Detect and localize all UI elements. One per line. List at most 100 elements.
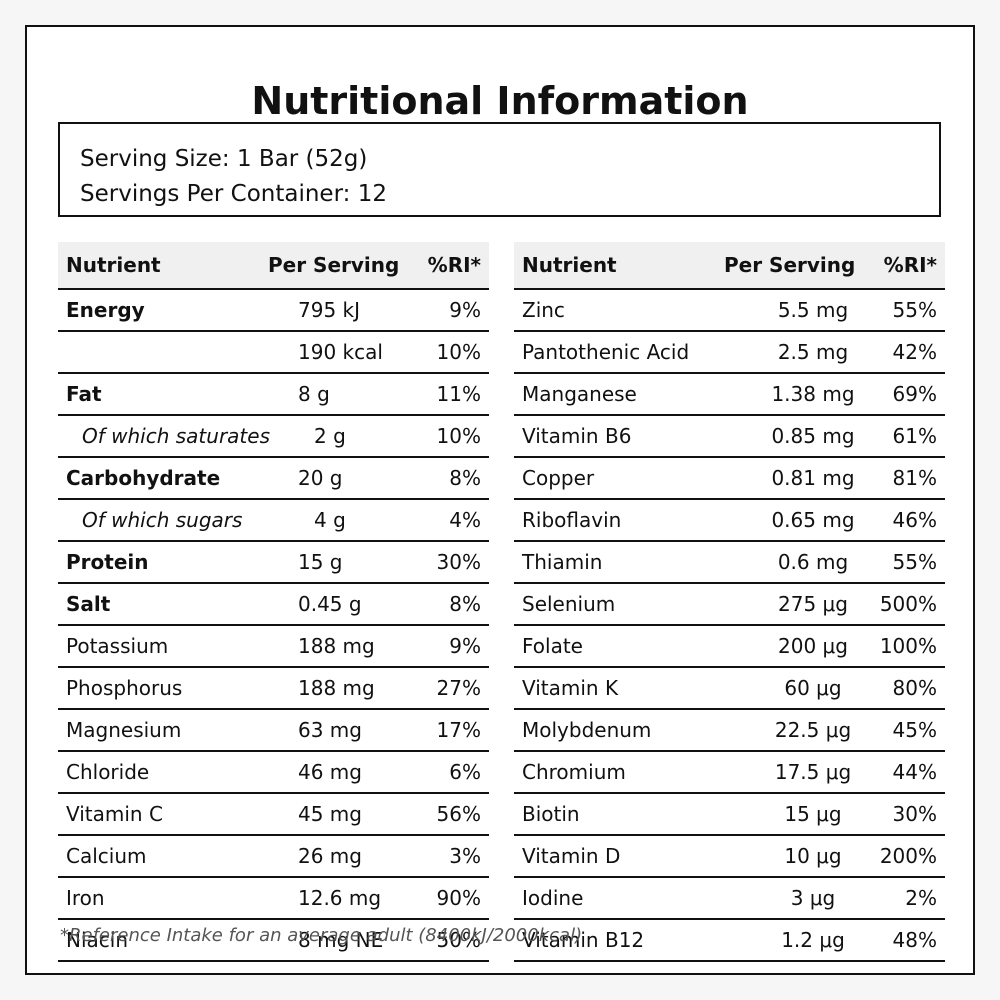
nutrient-amount: 46 mg <box>298 760 362 784</box>
page-title: Nutritional Information <box>251 79 749 123</box>
right-rows: Zinc 5.5 mg 55% Pantothenic Acid 2.5 mg 42% Ma… <box>514 290 945 962</box>
nutrient-ri: 10% <box>436 424 481 448</box>
table-row: Chloride 46 mg 6% <box>58 752 489 794</box>
nutrient-ri: 2% <box>905 886 937 910</box>
nutrient-name: Chromium <box>522 760 626 784</box>
nutrient-ri: 9% <box>449 634 481 658</box>
nutrient-amount: 8 mg NE <box>298 928 384 952</box>
nutrient-amount: 22.5 μg <box>774 718 852 742</box>
nutrient-ri: 69% <box>892 382 937 406</box>
nutrient-table-left: Nutrient Per Serving %RI* Energy 795 kJ 9%… <box>58 242 489 962</box>
nutrient-name: Vitamin C <box>66 802 163 826</box>
nutrient-name: Copper <box>522 466 595 490</box>
nutrient-name: Biotin <box>522 802 580 826</box>
nutrient-amount: 15 g <box>298 550 343 574</box>
nutrient-ri: 90% <box>436 886 481 910</box>
nutrient-amount: 3 μg <box>790 886 836 910</box>
nutrient-amount: 200 μg <box>778 634 848 658</box>
table-row: Of which sugars 4 g 4% <box>58 500 489 542</box>
nutrient-amount: 20 g <box>298 466 343 490</box>
table-row: Vitamin B6 0.85 mg 61% <box>514 416 945 458</box>
table-row: Niacin 8 mg NE 50% <box>58 920 489 962</box>
nutrient-amount: 2.5 mg <box>777 340 849 364</box>
nutrient-ri: 46% <box>892 508 937 532</box>
table-row: 190 kcal 10% <box>58 332 489 374</box>
nutrient-name: Protein <box>66 550 149 574</box>
nutrient-amount: 190 kcal <box>298 340 383 364</box>
nutrient-name: Manganese <box>522 382 637 406</box>
nutrient-table-right: Nutrient Per Serving %RI* Zinc 5.5 mg 55% P… <box>514 242 945 962</box>
table-header-row: Nutrient Per Serving %RI* <box>58 242 489 290</box>
nutrient-amount: 8 g <box>298 382 330 406</box>
header-per-serving: Per Serving <box>268 253 400 277</box>
table-row: Selenium 275 μg 500% <box>514 584 945 626</box>
nutrient-amount: 1.2 μg <box>781 928 845 952</box>
nutrient-amount: 5.5 mg <box>777 298 849 322</box>
nutrient-name: Of which saturates <box>82 424 270 448</box>
nutrient-name: Energy <box>66 298 145 322</box>
header-nutrient: Nutrient <box>66 253 161 277</box>
table-row: Riboflavin 0.65 mg 46% <box>514 500 945 542</box>
table-row: Vitamin C 45 mg 56% <box>58 794 489 836</box>
table-row: Fat 8 g 11% <box>58 374 489 416</box>
nutrient-name: Calcium <box>66 844 147 868</box>
left-rows: Energy 795 kJ 9% 190 kcal 10% Fat 8 g 11% Of whi… <box>58 290 489 962</box>
nutrient-ri: 30% <box>436 550 481 574</box>
nutrient-ri: 81% <box>892 466 937 490</box>
table-row: Iron 12.6 mg 90% <box>58 878 489 920</box>
nutrient-amount: 15 μg <box>784 802 842 826</box>
table-row: Manganese 1.38 mg 69% <box>514 374 945 416</box>
table-row: Pantothenic Acid 2.5 mg 42% <box>514 332 945 374</box>
table-row: Vitamin D 10 μg 200% <box>514 836 945 878</box>
header-per-serving: Per Serving <box>724 253 856 277</box>
nutrient-ri: 200% <box>879 844 937 868</box>
header-ri: %RI* <box>883 253 937 277</box>
nutrient-amount: 26 mg <box>298 844 362 868</box>
nutrient-amount: 10 μg <box>784 844 842 868</box>
table-row: Potassium 188 mg 9% <box>58 626 489 668</box>
nutrient-name: Of which sugars <box>82 508 243 532</box>
nutrient-ri: 8% <box>449 466 481 490</box>
nutrient-ri: 4% <box>449 508 481 532</box>
nutrient-name: Chloride <box>66 760 150 784</box>
table-row: Magnesium 63 mg 17% <box>58 710 489 752</box>
nutrient-ri: 10% <box>436 340 481 364</box>
nutrient-ri: 61% <box>892 424 937 448</box>
nutrient-ri: 55% <box>892 550 937 574</box>
table-row: Carbohydrate 20 g 8% <box>58 458 489 500</box>
nutrient-ri: 55% <box>892 298 937 322</box>
table-row: Vitamin K 60 μg 80% <box>514 668 945 710</box>
nutrient-name: Iodine <box>522 886 584 910</box>
servings-per-container: Servings Per Container: 12 <box>80 181 387 207</box>
nutrient-name: Molybdenum <box>522 718 652 742</box>
table-row: Copper 0.81 mg 81% <box>514 458 945 500</box>
nutrient-amount: 0.65 mg <box>771 508 855 532</box>
nutrient-amount: 45 mg <box>298 802 362 826</box>
nutrient-ri: 100% <box>879 634 937 658</box>
nutrient-name: Vitamin D <box>522 844 621 868</box>
serving-size: Serving Size: 1 Bar (52g) <box>80 146 368 172</box>
footnote: *Reference Intake for an average adult (… <box>60 925 583 946</box>
nutrient-ri: 8% <box>449 592 481 616</box>
table-row: Vitamin B12 1.2 μg 48% <box>514 920 945 962</box>
nutrient-amount: 63 mg <box>298 718 362 742</box>
table-header-row: Nutrient Per Serving %RI* <box>514 242 945 290</box>
nutrient-ri: 80% <box>892 676 937 700</box>
nutrient-ri: 44% <box>892 760 937 784</box>
nutrient-name: Zinc <box>522 298 565 322</box>
table-row: Energy 795 kJ 9% <box>58 290 489 332</box>
table-row: Calcium 26 mg 3% <box>58 836 489 878</box>
nutrient-name: Selenium <box>522 592 616 616</box>
nutrient-ri: 45% <box>892 718 937 742</box>
nutrient-name: Folate <box>522 634 583 658</box>
table-row: Molybdenum 22.5 μg 45% <box>514 710 945 752</box>
table-row: Of which saturates 2 g 10% <box>58 416 489 458</box>
nutrient-ri: 50% <box>436 928 481 952</box>
table-row: Iodine 3 μg 2% <box>514 878 945 920</box>
nutrient-name: Potassium <box>66 634 169 658</box>
nutrient-amount: 188 mg <box>298 676 375 700</box>
table-row: Zinc 5.5 mg 55% <box>514 290 945 332</box>
nutrient-ri: 48% <box>892 928 937 952</box>
nutrient-ri: 27% <box>436 676 481 700</box>
nutrient-ri: 3% <box>449 844 481 868</box>
